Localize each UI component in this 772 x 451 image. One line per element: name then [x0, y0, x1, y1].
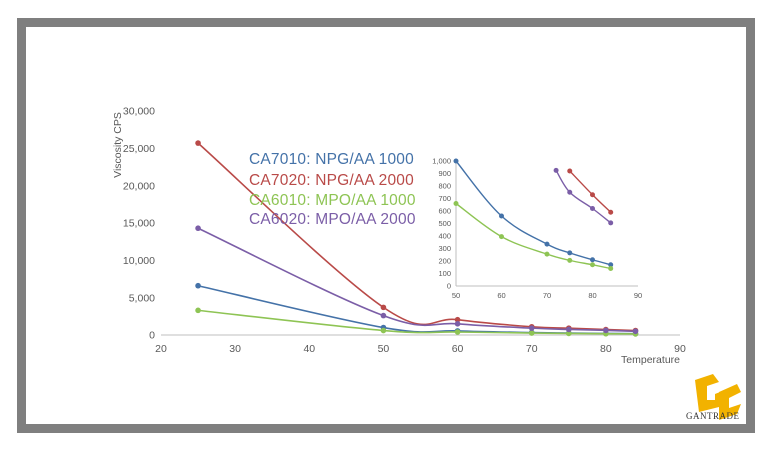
inset-y-tick-label: 100 [438, 269, 451, 278]
main-data-point [528, 330, 535, 336]
main-y-tick-label: 5,000 [129, 292, 155, 304]
inset-y-tick-label: 1,000 [432, 157, 451, 166]
inset-x-tick-label: 60 [497, 291, 505, 300]
inset-data-point [608, 266, 614, 271]
inset-data-point [567, 257, 573, 263]
inset-y-tick-label: 600 [438, 207, 451, 216]
inset-data-point [590, 262, 595, 268]
inset-y-tick-label: 300 [438, 244, 451, 253]
inset-y-tick-label: 400 [438, 232, 451, 241]
main-y-tick-label: 25,000 [123, 143, 155, 155]
main-x-tick-label: 70 [526, 343, 538, 355]
main-series-line-3 [197, 227, 636, 333]
inset-data-point [453, 158, 459, 164]
main-data-point [454, 321, 461, 327]
main-y-tick-label: 0 [149, 330, 155, 342]
main-axes: 20 30 40 50 60 70 80 9005,00010,00015,00020,000… [123, 106, 686, 355]
main-y-tick-label: 30,000 [123, 106, 155, 118]
inset-data-point [499, 234, 504, 240]
inset-data-point [608, 209, 614, 215]
inset-series-line-3 [555, 170, 612, 224]
main-x-tick-label: 80 [600, 343, 612, 355]
inset-data-point [567, 250, 573, 256]
inset-data-point [544, 241, 550, 247]
main-data-point [195, 225, 201, 232]
inset-series [453, 158, 614, 271]
main-x-tick-label: 40 [303, 343, 315, 355]
inset-data-point [608, 262, 614, 268]
main-data-point [380, 327, 387, 334]
main-x-tick-label: 20 [155, 343, 167, 355]
main-data-point [380, 304, 387, 311]
inset-x-tick-label: 80 [588, 291, 596, 300]
legend-entry-ca7010: CA7010: NPG/AA 1000 [249, 151, 414, 168]
main-x-tick-label: 50 [378, 343, 390, 355]
legend-entry-ca6010: CA6010: MPO/AA 1000 [249, 192, 416, 209]
inset-data-point [590, 192, 595, 198]
x-axis-label: Temperature [621, 354, 680, 366]
main-series [195, 140, 639, 337]
main-y-tick-label: 10,000 [123, 255, 155, 267]
inset-data-point [567, 168, 573, 174]
main-data-point [195, 282, 201, 289]
main-data-point [195, 307, 201, 314]
inset-axes: 50 60 70 80 9001002003004005006007008009001,… [432, 157, 642, 300]
gantrade-logo-text: GANTRADE [686, 411, 740, 421]
inset-y-tick-label: 500 [438, 219, 451, 228]
main-series-line-1 [197, 142, 636, 332]
inset-data-point [590, 257, 595, 263]
main-data-point [632, 328, 639, 335]
inset-y-tick-label: 800 [438, 182, 451, 191]
inset-y-tick-label: 200 [438, 257, 451, 266]
main-x-tick-label: 90 [674, 343, 686, 355]
main-data-point [528, 325, 535, 331]
main-data-point [454, 329, 461, 335]
inset-y-tick-label: 900 [438, 169, 451, 178]
main-data-point [565, 326, 572, 333]
inset-x-tick-label: 90 [634, 291, 642, 300]
inset-data-point [553, 167, 559, 173]
inset-data-point [567, 189, 573, 195]
inset-data-point [590, 206, 595, 211]
main-data-point [603, 327, 609, 334]
main-x-tick-label: 30 [229, 343, 241, 355]
main-data-point [454, 316, 461, 323]
inset-data-point [499, 213, 504, 219]
inset-data-point [453, 201, 459, 206]
main-data-point [380, 312, 387, 319]
inset-y-tick-label: 700 [438, 194, 451, 203]
inset-data-point [544, 251, 550, 257]
gantrade-logo-icon [695, 374, 741, 420]
slide-border [17, 18, 755, 433]
inset-data-point [608, 220, 614, 226]
main-data-point [195, 140, 201, 146]
main-data-point [565, 330, 572, 337]
main-y-tick-label: 20,000 [123, 180, 155, 192]
y-axis-label: Viscosity CPS [112, 112, 124, 178]
main-x-tick-label: 60 [452, 343, 464, 355]
inset-y-tick-label: 0 [447, 282, 451, 291]
legend-entry-ca7020: CA7020: NPG/AA 2000 [249, 172, 414, 189]
inset-x-tick-label: 70 [543, 291, 551, 300]
legend-entry-ca6020: CA6020: MPO/AA 2000 [249, 211, 416, 228]
inset-x-tick-label: 50 [452, 291, 460, 300]
main-y-tick-label: 15,000 [123, 218, 155, 230]
